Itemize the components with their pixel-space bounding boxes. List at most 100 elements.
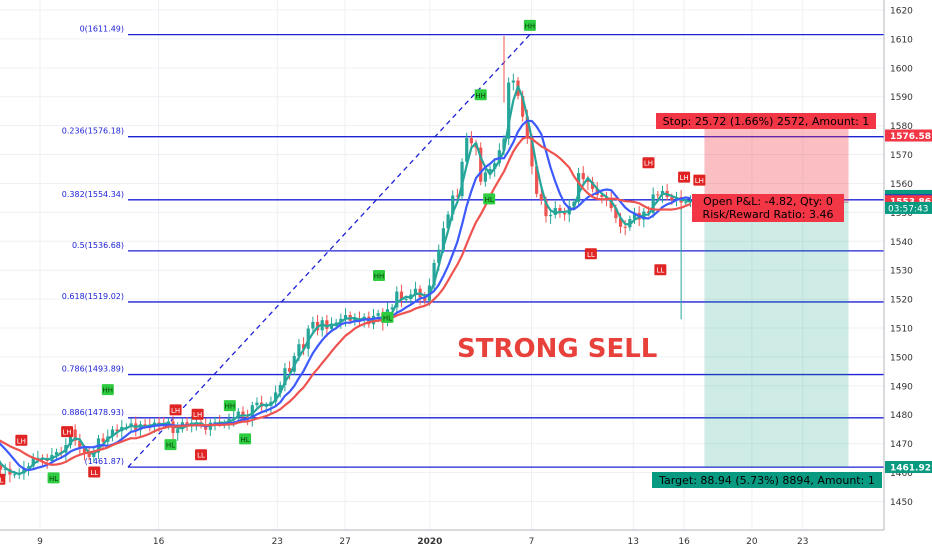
candle-body <box>646 211 651 213</box>
candle-body <box>586 179 590 183</box>
price-tick-label: 1570 <box>890 151 913 161</box>
pattern-label: HL <box>239 433 252 445</box>
candle-body <box>446 214 450 229</box>
candle-body <box>618 218 623 227</box>
pattern-label-text: LH <box>171 407 180 415</box>
candle-body <box>353 318 357 321</box>
pattern-labels: LH LL LH HL LH LL HH HL LH LH LL HH HL HH HL HH HL HH LL LH… <box>0 19 706 485</box>
pattern-label: HL <box>483 193 496 205</box>
price-tick-label: 1470 <box>890 440 913 450</box>
pattern-label-text: LH <box>680 174 689 182</box>
candle-body <box>469 138 473 144</box>
pattern-label-box <box>474 89 487 101</box>
price-tick-label: 1540 <box>890 238 913 248</box>
candle-body <box>115 429 119 432</box>
candle-body <box>311 321 315 329</box>
candle-body <box>544 199 548 217</box>
pattern-label-box <box>169 404 182 416</box>
candle-body <box>26 466 31 468</box>
candle-body <box>264 405 268 407</box>
bar-countdown-box <box>885 201 932 214</box>
pattern-label: LH <box>169 404 182 416</box>
price-marker-text: 1461.92 <box>890 464 931 474</box>
candle-body <box>576 173 581 202</box>
stop-zone <box>704 128 849 203</box>
pattern-label-text: LL <box>656 267 664 275</box>
price-tick-label: 1620 <box>890 7 913 17</box>
pattern-label-text: LH <box>193 411 202 419</box>
pattern-label: HH <box>373 269 385 281</box>
candle-body <box>236 411 240 418</box>
pattern-label-text: HH <box>374 272 385 280</box>
pattern-label-box <box>584 248 597 260</box>
price-marker-text: 1576.58 <box>890 132 931 142</box>
moving-average-line <box>0 85 691 476</box>
time-axis[interactable]: 9 16 23 27 2020 7 13 16 20 23 <box>0 529 884 550</box>
pattern-label-box <box>0 473 6 485</box>
fib-level-label: 0.886(1478.93) <box>62 408 124 417</box>
pattern-label-box <box>523 19 536 31</box>
candle-body <box>413 288 418 295</box>
price-tick-label: 1520 <box>890 296 913 306</box>
pattern-label-box <box>223 400 236 412</box>
pattern-label-text: LL <box>197 452 205 460</box>
candle-body <box>36 457 40 459</box>
price-tick-label: 1500 <box>890 353 913 363</box>
candle-body <box>493 163 497 170</box>
candle-body <box>539 193 543 200</box>
candle-body <box>465 138 469 162</box>
candle-body <box>651 194 655 213</box>
price-tick-label: 1450 <box>890 498 913 508</box>
candle-body <box>301 344 306 349</box>
candle-body <box>600 195 604 198</box>
pattern-label: LL <box>654 264 667 276</box>
moving-average-line <box>0 135 691 466</box>
pattern-label-text: LL <box>0 476 3 484</box>
candle-body <box>488 169 492 173</box>
bar-countdown-text: 03:57:43 <box>888 204 928 214</box>
pattern-label-box <box>101 384 114 396</box>
candle-body <box>684 202 688 204</box>
price-axis[interactable]: 1450 1460 1470 1480 1490 1500 1510 1520 1530 1540… <box>883 0 932 550</box>
target-label: Target: 88.94 (5.73%) 8894, Amount: 1 <box>652 472 882 488</box>
candle-body <box>549 214 553 217</box>
pattern-label: LH <box>191 408 204 420</box>
candle-body <box>632 212 637 220</box>
candle-body <box>0 465 3 470</box>
candle-body <box>157 422 161 424</box>
stop-label-text: Stop: 25.72 (1.66%) 2572, Amount: 1 <box>663 115 870 128</box>
pnl-label-box <box>692 194 844 209</box>
price-tick-label: 1600 <box>890 64 913 74</box>
pattern-label: LH <box>15 434 28 446</box>
candle-body <box>297 344 301 357</box>
fib-level-label: 0.618(1519.02) <box>62 292 124 301</box>
candle-body <box>404 299 408 301</box>
short-position-tool[interactable] <box>704 128 849 468</box>
pattern-label: LH <box>678 171 691 183</box>
candle-body <box>283 368 287 385</box>
candle-body <box>530 137 534 167</box>
pattern-label-text: LL <box>90 469 98 477</box>
candle-body <box>497 150 501 164</box>
candle-body <box>274 392 278 402</box>
fibonacci-retracement[interactable]: 0(1611.49) 0.236(1576.18) 0.382(1554.34) 0.… <box>62 25 884 468</box>
candle-body <box>376 313 380 316</box>
candle-body <box>581 173 585 180</box>
pattern-label-box <box>61 426 74 438</box>
pattern-label-box <box>239 433 252 445</box>
candle-body <box>250 405 254 419</box>
candle-body <box>343 315 348 319</box>
candle-body <box>204 425 208 430</box>
candle-body <box>521 95 525 117</box>
time-axis-background <box>0 530 884 550</box>
time-tick-label: 13 <box>628 537 639 547</box>
pattern-label: HH <box>223 400 236 412</box>
price-tick-label: 1460 <box>890 469 913 479</box>
pattern-label: HH <box>523 19 536 31</box>
pattern-label-box <box>88 466 101 478</box>
candle-body <box>241 411 245 417</box>
candle-body <box>278 384 282 393</box>
pattern-label-box <box>15 434 28 446</box>
candle-body <box>511 80 515 83</box>
